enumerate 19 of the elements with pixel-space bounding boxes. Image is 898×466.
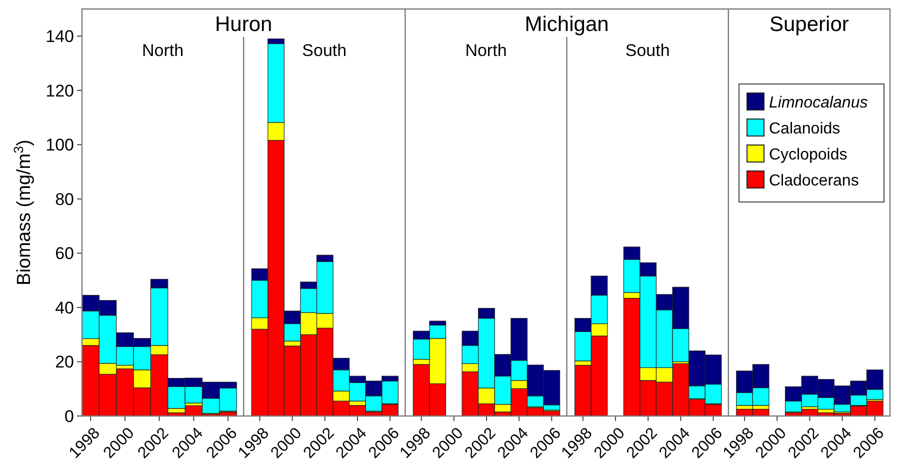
y-tick-label: 80 [55, 190, 74, 209]
chart-title: Huron [215, 13, 272, 36]
text: South [302, 41, 347, 60]
y-tick-label: 0 [64, 406, 74, 426]
chart-title: Michigan [524, 13, 609, 36]
y-tick-label: 120 [46, 81, 74, 100]
text: North [142, 41, 184, 60]
legend-label: Cyclopoids [769, 146, 848, 164]
y-tick-label: 20 [55, 352, 74, 372]
y-tick-label: 140 [46, 27, 74, 46]
text: South [625, 41, 670, 60]
legend-label: Cladocerans [769, 172, 859, 190]
legend-label: Calanoids [769, 120, 840, 138]
chart-title: Superior [770, 13, 849, 36]
y-tick-label: 40 [55, 298, 74, 318]
y-tick-label: 60 [55, 244, 74, 264]
text: North [465, 41, 507, 60]
y-tick-label: 100 [46, 136, 74, 155]
legend-label: Limnocalanus [769, 94, 868, 112]
